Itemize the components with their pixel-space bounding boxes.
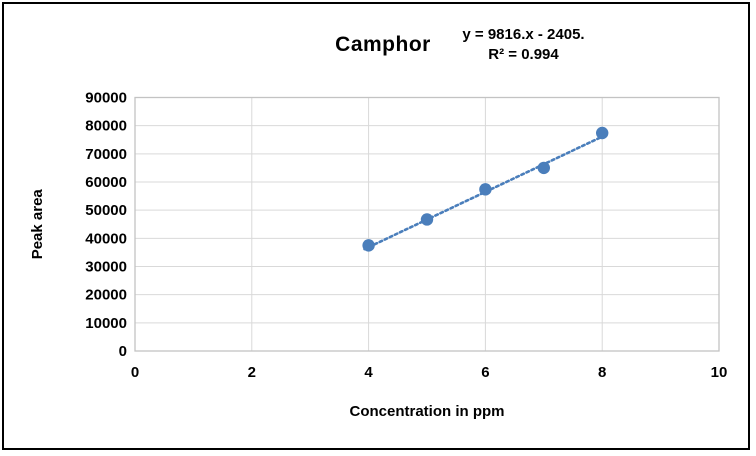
x-axis-tick-label: 2 [248, 364, 256, 381]
y-axis-tick-label: 10000 [85, 315, 127, 332]
y-axis-tick-label: 90000 [85, 90, 127, 107]
trendline-r-squared: R² = 0.994 [488, 46, 559, 63]
plot-frame [134, 96, 720, 352]
x-axis-tick-label: 8 [598, 364, 606, 381]
chart-title: Camphor [335, 33, 431, 56]
data-point [596, 126, 609, 140]
y-axis-tick-label: 50000 [85, 202, 127, 219]
x-axis-tick-label: 0 [131, 364, 139, 381]
x-axis-tick-label: 6 [481, 364, 489, 381]
y-axis-title: Peak area [29, 189, 46, 260]
trendline-equation: y = 9816.x - 2405. R² = 0.994 [436, 25, 611, 65]
y-axis-tick-label: 20000 [85, 287, 127, 304]
x-axis-tick-label: 10 [711, 364, 728, 381]
y-axis-tick-label: 0 [119, 343, 127, 360]
x-axis-tick-label: 4 [364, 364, 373, 381]
y-axis-tick-label: 70000 [85, 146, 127, 163]
y-axis-tick-label: 60000 [85, 174, 127, 191]
y-axis-tick-label: 80000 [85, 118, 127, 135]
y-axis-tick-label: 40000 [85, 230, 127, 247]
data-point [537, 161, 550, 175]
data-point [362, 239, 375, 252]
y-axis-tick-label: 30000 [85, 259, 127, 276]
data-point [479, 183, 492, 196]
x-axis-title: Concentration in ppm [350, 403, 505, 420]
trendline-equation-line: y = 9816.x - 2405. [462, 26, 585, 43]
data-point [420, 213, 434, 226]
